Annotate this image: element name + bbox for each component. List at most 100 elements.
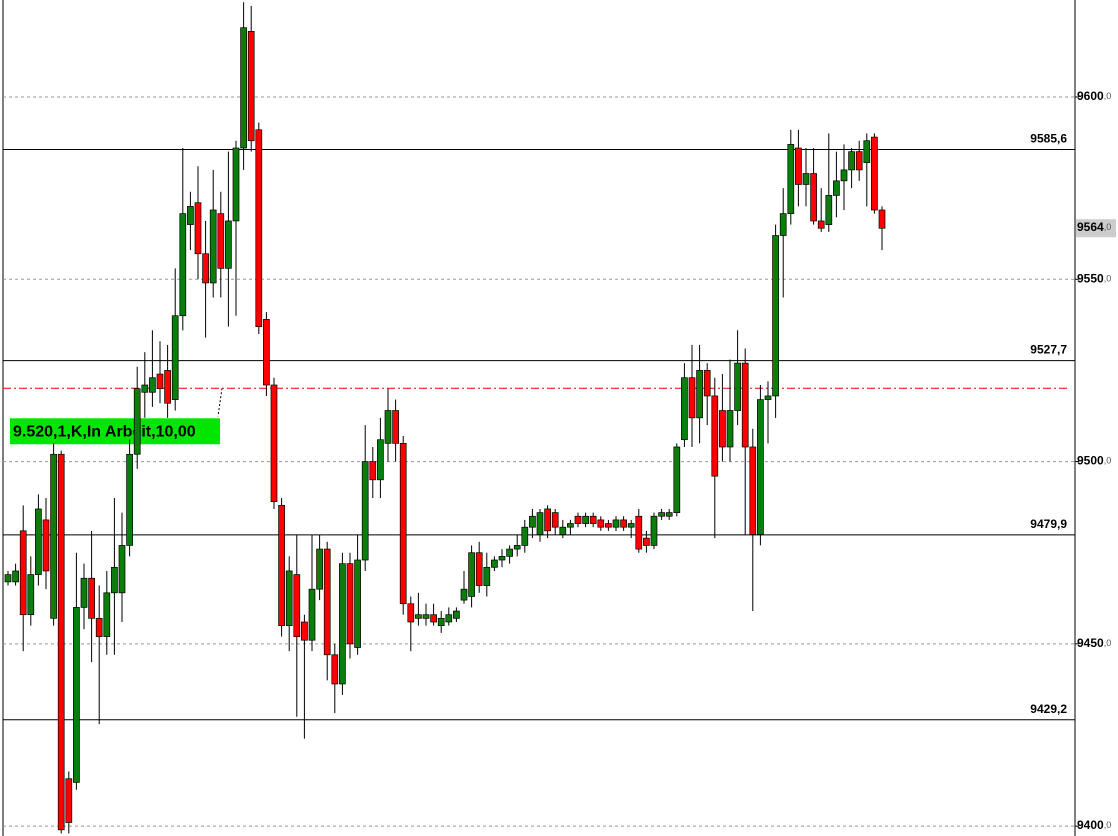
candle-body <box>567 523 574 528</box>
candle-body <box>772 235 779 397</box>
candle-body <box>833 180 840 196</box>
candle-body <box>453 610 460 619</box>
candle-body <box>696 370 703 419</box>
candle-body <box>149 377 156 393</box>
candle-body <box>308 588 316 641</box>
candle-body <box>589 515 597 524</box>
candle-body <box>703 370 711 397</box>
candle-body <box>643 537 650 546</box>
candle-body <box>232 147 240 222</box>
candle-body <box>764 395 772 400</box>
candle-body <box>848 151 855 171</box>
candle-body <box>285 570 293 626</box>
candle-body <box>369 461 377 481</box>
y-tick-label: 9450,0 <box>1077 636 1111 650</box>
candle-body <box>339 563 346 685</box>
candle-body <box>840 169 848 182</box>
candle-body <box>346 563 354 645</box>
candle-body <box>331 654 339 685</box>
y-tick-label: 9500,0 <box>1077 454 1111 468</box>
candle-body <box>665 512 673 517</box>
candle-body <box>863 140 871 163</box>
candle-body <box>4 574 12 583</box>
candle-body <box>734 362 741 411</box>
candle-body <box>445 614 453 623</box>
candle-body <box>80 577 88 608</box>
candle-body <box>73 607 80 783</box>
candle-body <box>12 570 19 583</box>
candle-body <box>475 552 483 586</box>
candle-body <box>855 151 863 171</box>
candle-body <box>133 388 141 455</box>
candle-body <box>141 384 149 393</box>
level-label: 9479,9 <box>1030 517 1067 531</box>
candle-body <box>681 377 688 441</box>
candle-body <box>437 617 445 626</box>
candle-body <box>42 519 50 572</box>
last-price-label: 9564,0 <box>1077 220 1111 234</box>
level-label: 9527,7 <box>1030 343 1067 357</box>
candle-body <box>597 519 605 528</box>
candle-body <box>491 559 498 568</box>
candle-body <box>559 526 567 535</box>
candle-body <box>118 545 126 594</box>
candle-body <box>415 614 422 619</box>
candle-body <box>544 508 551 532</box>
candle-body <box>35 508 42 575</box>
candle-body <box>240 27 247 149</box>
candle-body <box>787 144 795 214</box>
order-label: 9.520,1,K,In Arbeit,10,00 <box>13 424 196 441</box>
candle-body <box>361 461 369 561</box>
candle-body <box>627 523 635 528</box>
candle-body <box>779 213 787 236</box>
candle-body <box>673 446 681 513</box>
candle-body <box>871 136 878 211</box>
candle-body <box>354 559 361 648</box>
candle-body <box>719 410 726 448</box>
candle-body <box>612 519 620 528</box>
level-label: 9585,6 <box>1030 132 1067 146</box>
candle-body <box>301 621 308 641</box>
candle-body <box>878 209 886 229</box>
candle-body <box>650 515 658 546</box>
candle-body <box>810 173 817 222</box>
candle-body <box>430 614 437 623</box>
candle-body <box>741 362 749 448</box>
candle-body <box>574 515 582 524</box>
candle-body <box>749 446 757 535</box>
candle-body <box>323 548 331 656</box>
candle-body <box>582 515 589 524</box>
candle-body <box>726 410 734 448</box>
candle-body <box>498 556 506 561</box>
y-tick-label: 9600,0 <box>1077 89 1111 103</box>
candle-body <box>187 206 194 225</box>
candle-body <box>88 577 95 619</box>
candle-body <box>757 399 764 535</box>
candle-body <box>50 453 57 619</box>
candle-body <box>795 147 802 185</box>
candle-body <box>95 617 103 637</box>
candle-body <box>156 373 164 390</box>
candle-body <box>126 453 133 546</box>
candle-body <box>605 523 612 528</box>
candle-body <box>103 592 111 637</box>
candle-body <box>316 548 323 590</box>
candle-body <box>658 512 665 517</box>
y-tick-label: 9400,0 <box>1077 818 1111 832</box>
candle-body <box>179 213 187 317</box>
candle-body <box>65 778 73 823</box>
candle-body <box>384 410 392 444</box>
level-label: 9429,2 <box>1030 702 1067 716</box>
order-connector <box>217 388 223 417</box>
candle-body <box>711 395 719 477</box>
candle-body <box>825 195 833 225</box>
candle-body <box>225 220 232 269</box>
candle-body <box>513 545 521 550</box>
candle-body <box>460 588 468 601</box>
candle-body <box>802 173 810 185</box>
candle-body <box>483 566 491 586</box>
candle-body <box>468 552 475 597</box>
candle-body <box>217 213 225 269</box>
candle-body <box>171 315 179 400</box>
